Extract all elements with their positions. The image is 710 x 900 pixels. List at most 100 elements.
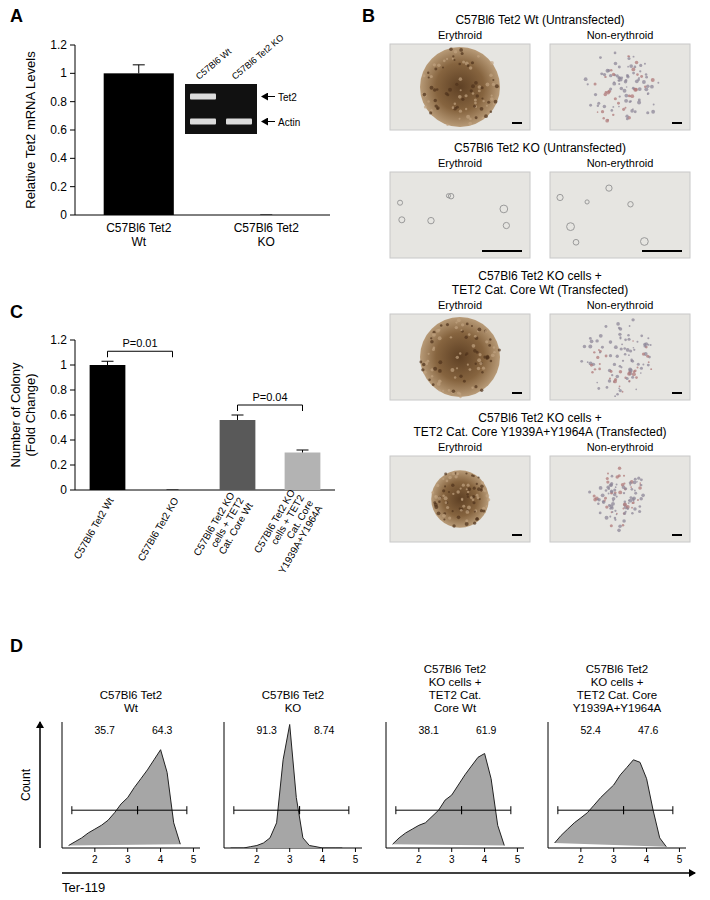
colony — [420, 47, 500, 127]
cell — [635, 376, 638, 379]
cell — [607, 69, 610, 72]
y-tick-label: 0.4 — [50, 151, 67, 165]
x-tick — [517, 848, 518, 852]
cell — [597, 502, 600, 505]
plot-title: C57Bl6 Tet2 — [262, 689, 324, 701]
cell — [461, 323, 464, 326]
cell — [492, 79, 494, 81]
cell — [638, 486, 642, 490]
histogram — [231, 725, 343, 849]
cell — [608, 379, 611, 382]
cell — [614, 97, 617, 100]
cell — [629, 64, 633, 68]
cell — [639, 70, 641, 72]
cell — [590, 339, 594, 343]
cell — [482, 117, 485, 120]
cell — [591, 371, 593, 373]
cell — [462, 61, 465, 64]
cell — [633, 349, 635, 351]
marks — [231, 725, 349, 849]
cell — [594, 368, 596, 370]
label-line: Cat. Core Wt — [216, 501, 255, 557]
y-tick — [70, 340, 75, 341]
cell — [609, 340, 613, 344]
cell — [650, 344, 652, 346]
cell — [606, 477, 609, 480]
gel-inset: C57Bl6 WtC57Bl6 Tet2 KOTet2Actin — [185, 32, 300, 134]
cell — [623, 503, 626, 506]
cell — [651, 78, 655, 82]
y-tick — [70, 73, 75, 74]
cell — [480, 389, 483, 392]
x-tick-label: C57Bl6 Tet2 KOcells + TET2Cat. Core Wt — [191, 490, 255, 568]
cell — [423, 93, 427, 97]
cell — [646, 355, 649, 358]
cell — [466, 115, 470, 119]
cell — [599, 334, 603, 338]
micrograph-bg — [550, 314, 690, 400]
cell — [605, 505, 608, 508]
y-tick-label: 0.2 — [50, 458, 67, 472]
x-tick — [289, 848, 290, 852]
cell — [597, 387, 600, 390]
cell — [628, 380, 630, 382]
cell — [617, 102, 620, 105]
image-label: Non-erythroid — [587, 441, 654, 453]
cell — [468, 333, 471, 336]
cell — [445, 501, 448, 504]
cell — [474, 81, 478, 85]
cell — [622, 519, 626, 523]
cell — [627, 338, 630, 341]
cell — [619, 385, 621, 387]
cell — [428, 353, 430, 355]
cell — [612, 73, 615, 76]
cell — [612, 511, 614, 513]
cell — [444, 473, 447, 476]
cell — [594, 93, 597, 96]
y-tick — [70, 415, 75, 416]
cell — [606, 386, 609, 389]
cell — [434, 495, 438, 499]
cell — [481, 371, 483, 373]
y-tick-label: 0.8 — [50, 383, 67, 397]
cell — [587, 83, 589, 85]
cell — [614, 395, 616, 397]
x-tick-label: 3 — [449, 854, 455, 865]
cell — [637, 499, 639, 501]
cell — [614, 510, 616, 512]
cell — [607, 473, 609, 475]
cell — [616, 514, 618, 516]
band-label: Tet2 — [278, 92, 297, 103]
cell — [474, 509, 477, 512]
x-tick-label: 3 — [125, 854, 131, 865]
cell — [615, 375, 619, 379]
cell — [486, 356, 490, 360]
cell — [443, 59, 446, 62]
cell — [619, 370, 622, 373]
cell — [618, 388, 620, 390]
micrograph-title: C57Bl6 Tet2 KO cells + — [478, 269, 602, 283]
cell — [588, 490, 591, 493]
cell — [590, 364, 593, 367]
cell — [622, 507, 624, 509]
cell — [444, 485, 446, 487]
cell — [631, 68, 635, 72]
cell — [616, 355, 619, 358]
cell — [637, 477, 640, 480]
cell — [602, 501, 605, 504]
cell — [467, 64, 470, 67]
cell — [465, 510, 469, 514]
cell — [448, 476, 452, 480]
gate — [624, 806, 673, 814]
x-tick — [679, 848, 680, 852]
cell — [638, 98, 641, 101]
cell — [464, 94, 467, 97]
error-stem — [138, 65, 139, 74]
micrograph — [390, 314, 530, 400]
cell — [623, 89, 627, 93]
cell — [599, 486, 603, 490]
cell — [631, 318, 634, 321]
cell — [472, 344, 476, 348]
x-tick — [355, 848, 356, 852]
cell — [603, 73, 606, 76]
